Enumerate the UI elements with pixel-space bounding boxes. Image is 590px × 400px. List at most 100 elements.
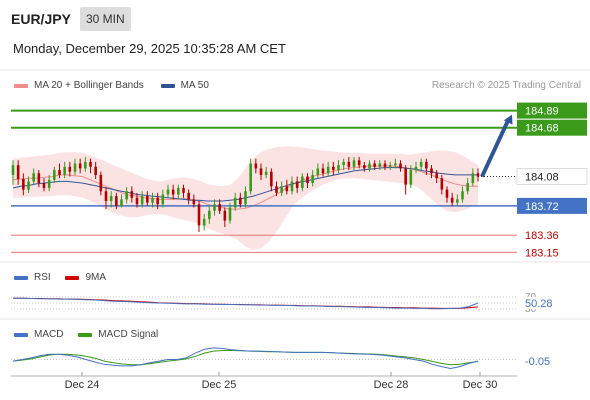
- candle-body: [166, 189, 170, 195]
- candle-body: [471, 173, 475, 184]
- level-label-184.89: 184.89: [525, 106, 559, 118]
- candle-body: [249, 163, 252, 192]
- candle-body: [89, 161, 92, 167]
- candle-body: [239, 197, 242, 205]
- candle-body: [409, 170, 413, 185]
- candle-body: [414, 166, 418, 171]
- rsi-ma-legend-label: 9MA: [85, 272, 107, 283]
- candle-body: [383, 163, 387, 167]
- candle-body: [388, 165, 392, 167]
- macd-signal-legend-label: MACD Signal: [98, 329, 159, 340]
- rsi-last-label: 50.28: [525, 298, 553, 310]
- price-legend: MA 20 + Bollinger Bands MA 50: [14, 80, 209, 91]
- candle-body: [104, 191, 108, 201]
- candle-body: [223, 210, 227, 221]
- macd-swatch: [14, 332, 28, 337]
- candle-body: [120, 199, 123, 206]
- candle-body: [22, 179, 25, 190]
- candle-body: [430, 168, 433, 174]
- candle-body: [202, 218, 206, 226]
- candle-body: [63, 166, 66, 175]
- macd-signal-swatch: [78, 332, 93, 337]
- candle-body: [228, 207, 232, 221]
- candle-body: [156, 197, 159, 205]
- level-tag-184.89: [517, 102, 587, 119]
- candle-body: [233, 197, 237, 208]
- timeframe-badge[interactable]: 30 MIN: [80, 7, 131, 31]
- level-tag-184.68: [517, 119, 587, 136]
- candle-body: [399, 163, 402, 169]
- candle-body: [404, 168, 407, 185]
- candle-body: [115, 196, 118, 206]
- rsi-swatch: [14, 275, 28, 280]
- candle-body: [37, 173, 41, 184]
- instrument-symbol: EUR/JPY: [11, 11, 71, 27]
- candle-body: [146, 196, 149, 203]
- level-label-184.68: 184.68: [525, 123, 559, 135]
- ma50-swatch: [160, 83, 175, 88]
- projection-arrowhead: [503, 114, 513, 125]
- candle-body: [161, 194, 165, 205]
- ma50-legend-label: MA 50: [180, 80, 209, 91]
- x-tick-label-Dec-25: Dec 25: [202, 379, 237, 391]
- candle-body: [16, 165, 20, 179]
- candle-body: [352, 160, 356, 167]
- level-label-183.15: 183.15: [525, 247, 559, 259]
- candle-body: [53, 170, 56, 180]
- candle-body: [466, 183, 469, 192]
- candle-body: [109, 196, 113, 201]
- x-tick-label-Dec-30: Dec 30: [463, 379, 498, 391]
- candle-body: [445, 189, 449, 198]
- candle-body: [316, 168, 320, 175]
- candle-body: [58, 170, 61, 175]
- candle-body: [280, 186, 283, 193]
- ma20-legend-label: MA 20 + Bollinger Bands: [34, 80, 144, 91]
- candle-body: [321, 168, 325, 174]
- x-tick-label-Dec-28: Dec 28: [374, 379, 409, 391]
- candle-body: [99, 174, 103, 192]
- candle-body: [244, 191, 247, 205]
- candle-body: [301, 176, 304, 188]
- rsi-ma-swatch: [65, 275, 80, 280]
- candle-body: [270, 171, 273, 187]
- rsi-legend-label: RSI: [34, 272, 51, 283]
- candle-body: [450, 197, 454, 203]
- rsi-line: [13, 297, 479, 310]
- candle-body: [208, 210, 211, 219]
- macd-legend-label: MACD: [34, 329, 64, 340]
- level-label-183.72: 183.72: [525, 201, 559, 213]
- candle-body: [125, 191, 128, 200]
- x-tick-label-Dec-24: Dec 24: [65, 379, 100, 391]
- candle-body: [378, 163, 382, 167]
- candle-body: [135, 197, 139, 205]
- candle-body: [311, 174, 314, 184]
- candle-body: [78, 163, 82, 169]
- candle-body: [295, 181, 299, 188]
- candle-body: [182, 187, 185, 193]
- candle-body: [192, 199, 196, 205]
- candle-body: [275, 186, 278, 193]
- rsi-legend: RSI 9MA: [14, 272, 106, 283]
- candle-body: [373, 163, 376, 167]
- candle-body: [42, 183, 46, 188]
- macd-signal-line: [12, 350, 479, 366]
- projection-arrow: [480, 119, 510, 178]
- ma20-swatch: [14, 83, 28, 88]
- candle-body: [285, 186, 289, 192]
- candle-body: [140, 196, 144, 205]
- candle-body: [27, 181, 30, 190]
- candle-body: [32, 173, 35, 182]
- candle-body: [94, 166, 97, 175]
- candle-body: [461, 191, 464, 200]
- macd-last-label: -0.05: [525, 356, 550, 368]
- candle-body: [290, 181, 294, 192]
- candle-body: [394, 163, 397, 166]
- candle-body: [171, 189, 175, 195]
- rsi-last-bg: [519, 297, 559, 309]
- last-price-label: 184.08: [525, 172, 559, 184]
- candle-body: [337, 165, 340, 171]
- candle-body: [440, 178, 444, 190]
- candle-body: [264, 171, 268, 175]
- chart-header: EUR/JPY 30 MIN Monday, December 29, 2025…: [0, 0, 590, 70]
